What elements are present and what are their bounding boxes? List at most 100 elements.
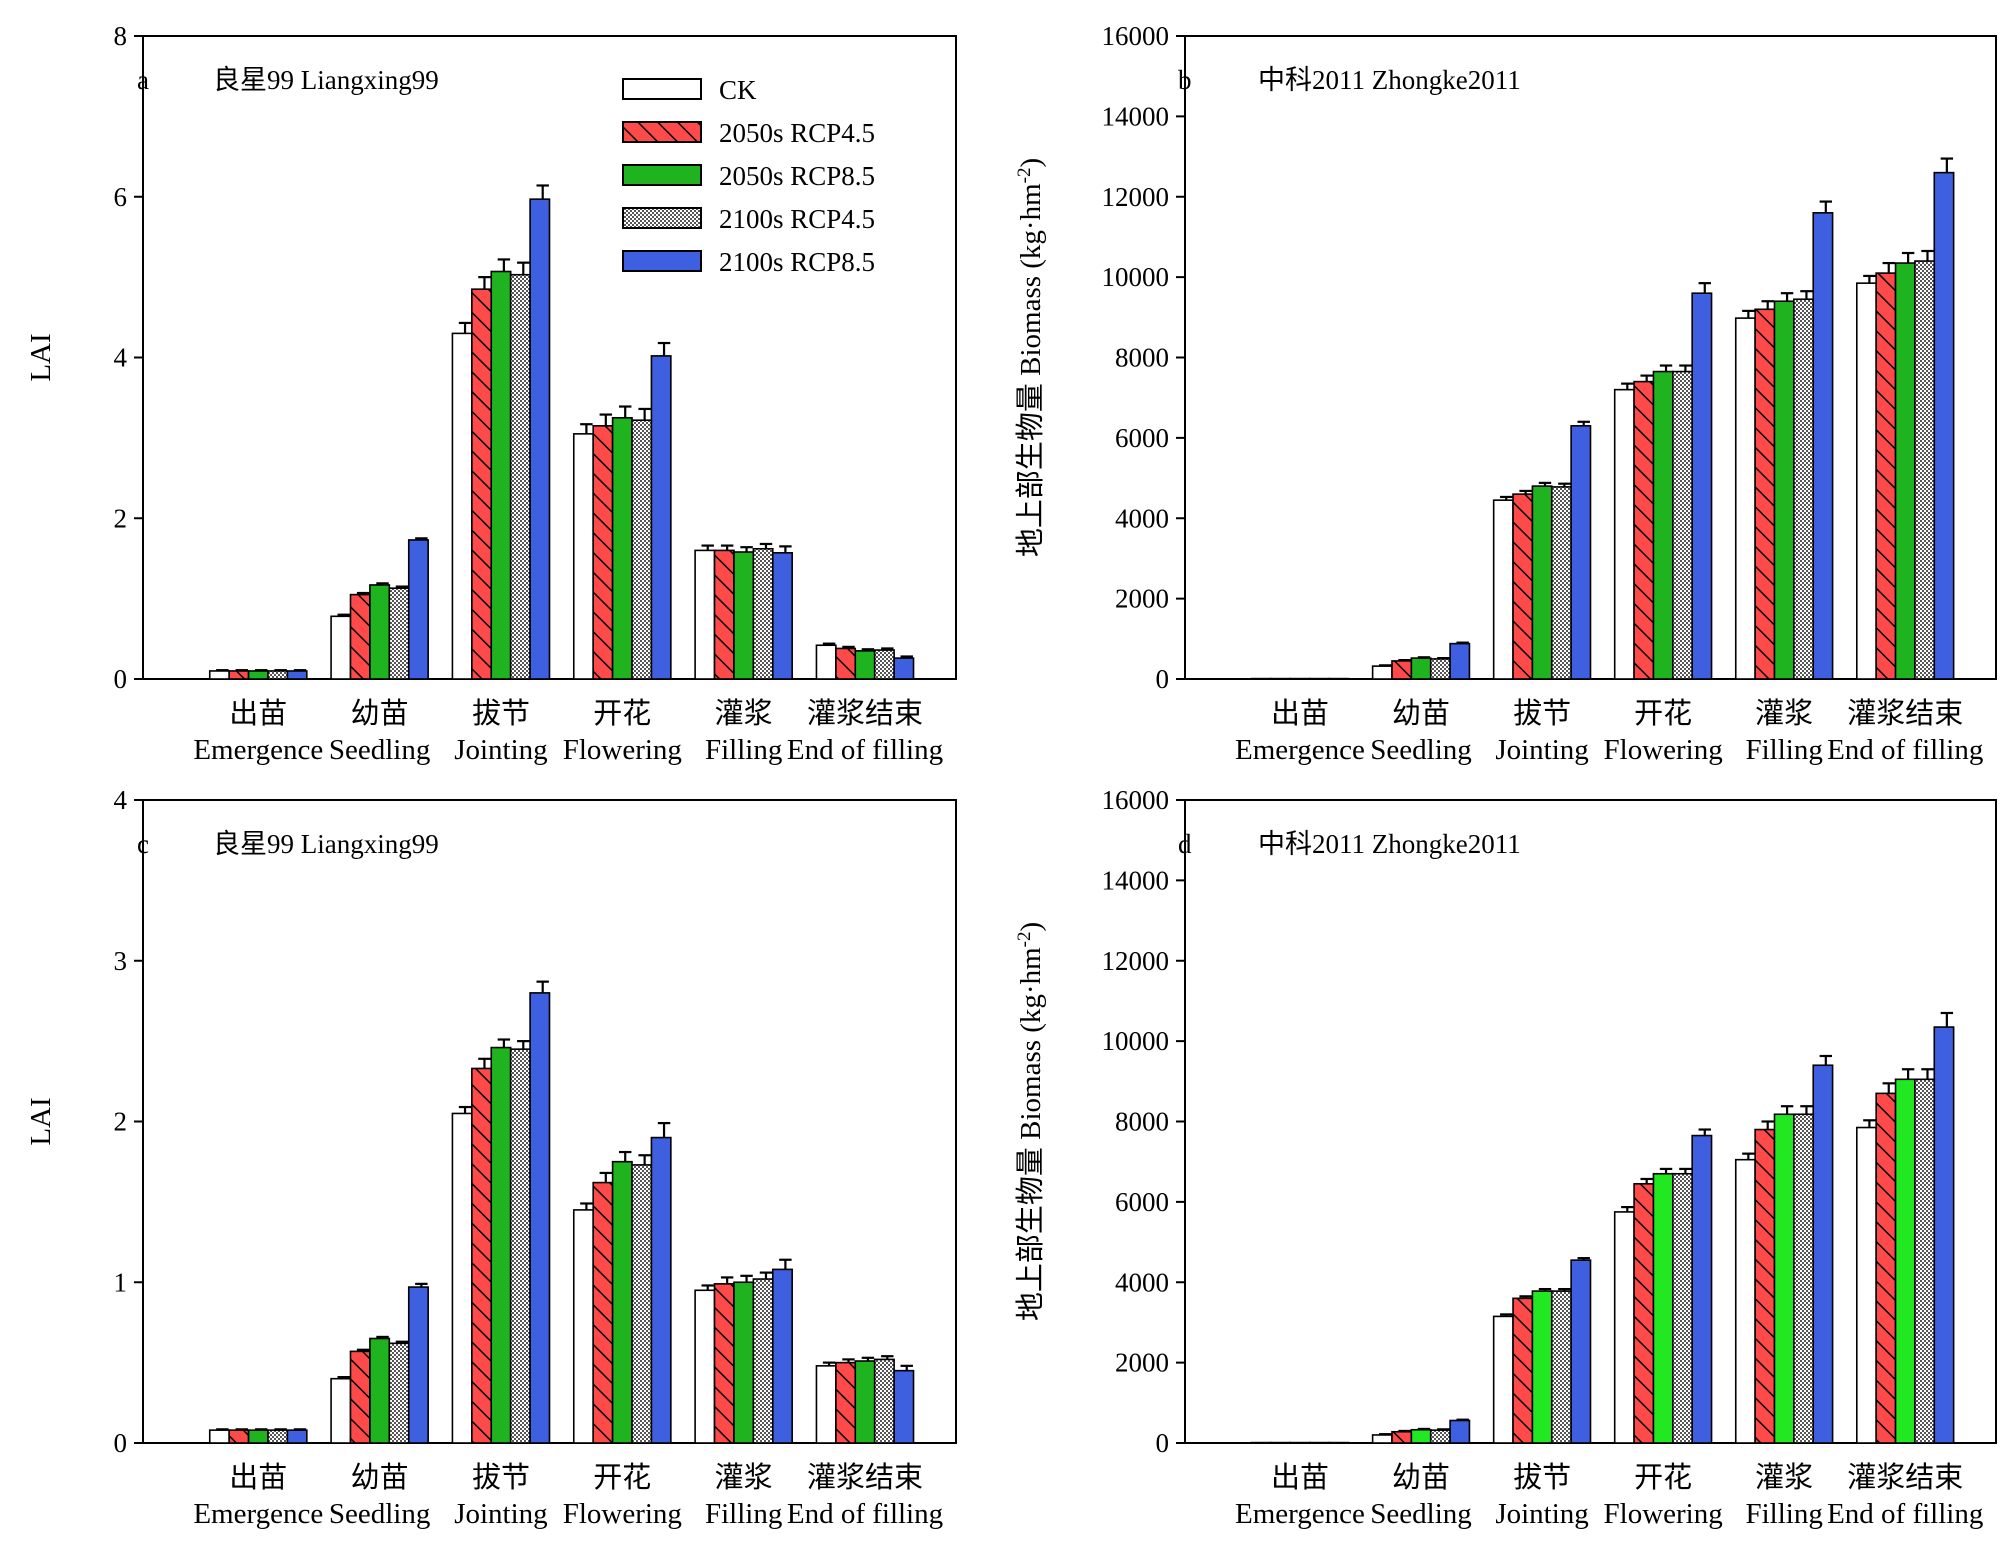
panel-b: 0 2000 4000 6000 8000 10000 12000 14000 16000 出苗 E… [1014,21,1997,766]
bar-5 [1933,1026,1955,1444]
legend-label: 2050s RCP4.5 [719,118,875,148]
category-label-en: Flowering [1604,734,1723,766]
y-tick-label: 3 [114,946,128,976]
bar-2 [835,1361,857,1444]
category-label-en: Jointing [454,1498,547,1530]
category-label-cn: 灌浆结束 [807,697,923,730]
bar-3 [611,416,633,680]
bar-1 [330,615,352,680]
category-label-cn: 灌浆结束 [1847,1461,1963,1494]
y-tick-label: 2 [114,503,128,533]
category-label-cn: 幼苗 [1392,697,1450,730]
bar-1 [694,549,716,680]
bar-4 [631,1164,653,1444]
category-label-cn: 灌浆 [1755,1461,1813,1494]
bar-5 [1812,212,1834,680]
y-tick-label: 0 [1156,664,1170,694]
bar-2 [1633,1182,1655,1444]
bar-5 [1812,1064,1834,1444]
category-label-en: End of filling [787,734,943,766]
panel-letter: d [1178,829,1192,859]
category-label-en: End of filling [1827,734,1983,766]
bar-5 [1570,425,1592,680]
category-label-cn: 灌浆结束 [1847,697,1963,730]
panel-title: 中科2011 Zhongke2011 [1258,829,1521,859]
category-label-cn: 出苗 [1271,1461,1329,1494]
category-label-cn: 出苗 [1271,697,1329,730]
bar-1 [1492,499,1514,680]
bar-2 [1754,308,1776,680]
y-tick-label: 12000 [1102,182,1170,212]
bar-2 [1875,1092,1897,1444]
bar-2 [1633,380,1655,680]
category-label-en: Seedling [1370,1498,1472,1530]
panel-d: 0 2000 4000 6000 8000 10000 12000 14000 16000 出苗 E… [1014,785,1997,1530]
bar-2 [349,1350,371,1444]
y-tick-label: 14000 [1102,101,1170,131]
y-tick-label: 8000 [1115,343,1169,373]
bar-2 [1391,660,1413,680]
bar-3 [1410,1428,1432,1444]
bar-1 [1371,1434,1393,1444]
panel-title: 良星99 Liangxing99 [213,829,439,859]
bar-1 [1855,282,1877,680]
bar-1 [1492,1315,1514,1444]
category-label-cn: 幼苗 [351,697,409,730]
legend: CK 2050s RCP4.5 2050s RCP8.5 2100s RCP4.5 21… [622,75,875,277]
bar-3 [369,584,391,680]
category-label-cn: 开花 [593,1461,651,1494]
y-tick-label: 4 [114,343,128,373]
category-label-cn: 拔节 [472,1461,530,1494]
bar-4 [752,547,774,680]
bar-1 [1855,1126,1877,1444]
y-tick-label: 8000 [1115,1107,1169,1137]
bar-4 [873,1358,895,1444]
category-label-en: Jointing [1495,734,1588,766]
legend-label: 2100s RCP4.5 [719,204,875,234]
category-label-en: Seedling [329,1498,431,1530]
bar-3 [490,1046,512,1444]
category-label-en: Emergence [193,1498,323,1530]
bar-2 [349,593,371,680]
bar-5 [1449,1419,1471,1444]
bar-1 [451,1112,473,1444]
y-tick-label: 4000 [1115,503,1169,533]
bar-4 [752,1278,774,1444]
bar-3 [1652,1172,1674,1444]
y-tick-label: 10000 [1102,262,1170,292]
category-label-cn: 灌浆 [715,1461,773,1494]
bar-4 [388,587,410,680]
y-tick-label: 16000 [1102,785,1170,815]
bar-4 [388,1342,410,1444]
bar-1 [815,644,837,680]
category-label-en: Filling [1745,1498,1822,1530]
bar-5 [1691,1134,1713,1444]
category-label-cn: 拔节 [1513,1461,1571,1494]
category-label-cn: 出苗 [229,1461,287,1494]
bar-1 [1371,665,1393,680]
bar-4 [1914,1078,1936,1444]
bar-3 [611,1160,633,1444]
bar-5 [529,992,551,1444]
legend-swatch [622,207,702,229]
bar-5 [893,657,915,680]
y-axis-title: 地上部生物量 Biomass (kg·hm-2) [1014,922,1047,1321]
category-label-cn: 出苗 [229,697,287,730]
bar-2 [592,1181,614,1444]
category-label-en: Jointing [1495,1498,1588,1530]
bar-1 [694,1289,716,1444]
bar-5 [650,355,672,680]
y-tick-label: 2 [114,1107,128,1137]
legend-swatch [622,164,702,186]
category-label-cn: 开花 [1634,697,1692,730]
bar-2 [471,1067,493,1444]
category-label-en: Seedling [329,734,431,766]
bar-3 [1773,300,1795,680]
bar-5 [650,1136,672,1444]
category-label-en: Emergence [1235,734,1365,766]
bar-5 [407,1286,429,1444]
bar-1 [1734,317,1756,680]
category-label-cn: 幼苗 [1392,1461,1450,1494]
bar-4 [1672,370,1693,680]
category-label-en: Flowering [1604,1498,1723,1530]
